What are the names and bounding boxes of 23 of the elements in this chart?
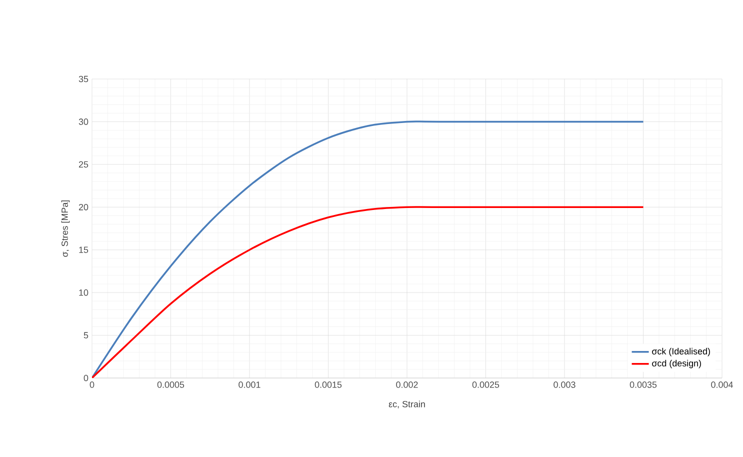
y-tick-label: 25 [78,161,88,168]
x-tick-label: 0.0005 [157,382,184,388]
x-tick-label: 0.002 [396,382,418,388]
y-axis-title: σ, Stres [MPa] [61,200,70,257]
line-series [92,120,644,378]
x-tick-label: 0 [90,382,94,388]
y-tick-label: 20 [78,204,88,210]
legend-label: σck (Idealised) [652,348,710,356]
y-tick-label: 15 [79,246,88,253]
x-tick-label: 0.0025 [472,382,500,388]
y-tick-label: 0 [84,374,88,382]
x-tick-label: 0.0035 [630,382,657,388]
x-tick-label: 0.001 [238,382,260,388]
x-tick-label: 0.004 [711,382,733,388]
x-tick-label: 0.003 [554,382,576,388]
y-tick-label: 5 [84,332,88,338]
y-tick-label: 35 [78,76,88,82]
x-axis-title: εc, Strain [388,400,425,408]
line-series [92,206,644,378]
x-tick-label: 0.0015 [314,382,342,388]
y-tick-label: 10 [79,289,88,296]
legend-label: σcd (design) [652,360,701,368]
y-tick-label: 30 [78,118,88,125]
